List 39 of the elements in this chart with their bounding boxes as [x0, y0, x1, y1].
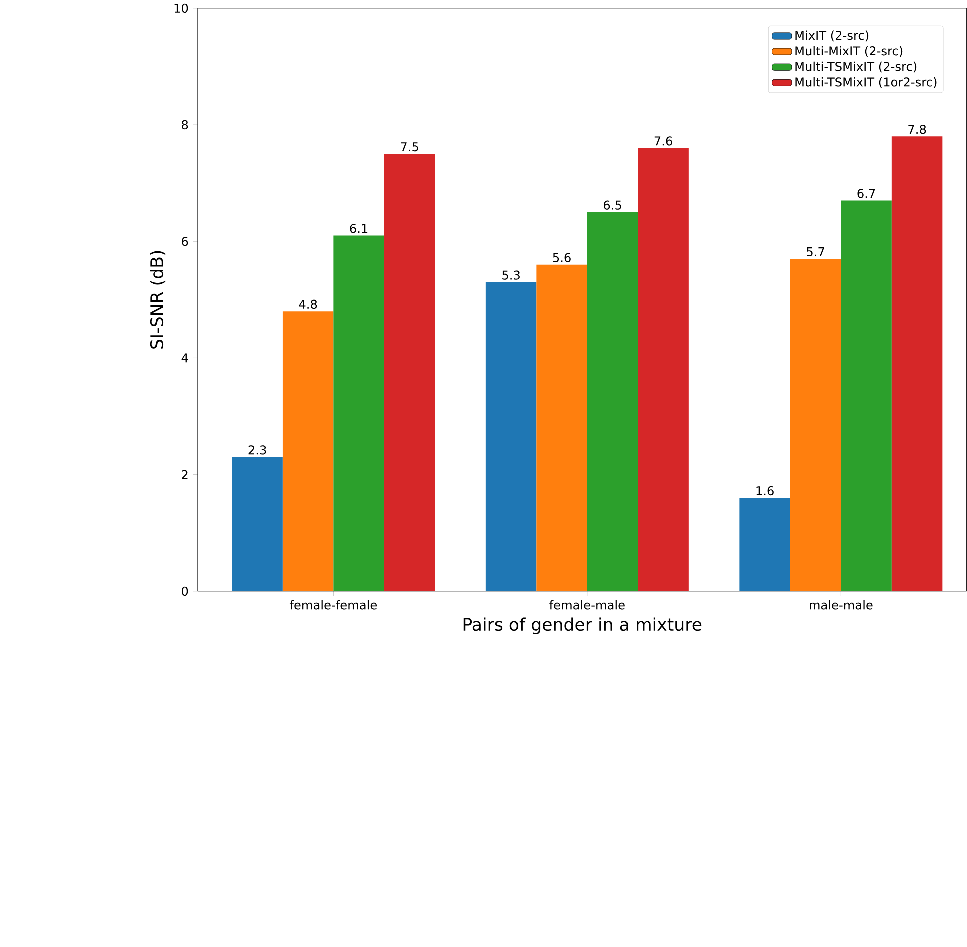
y-tick-label: 4 — [182, 354, 188, 363]
data-label: 7.5 — [401, 142, 418, 152]
data-label: 2.3 — [248, 446, 266, 455]
bar — [841, 200, 892, 592]
bar — [282, 312, 334, 592]
data-label: 5.3 — [502, 270, 520, 280]
data-label: 6.1 — [350, 224, 368, 234]
data-label: 6.7 — [858, 189, 876, 198]
bar — [384, 154, 436, 592]
bar — [790, 259, 842, 592]
data-label: 5.7 — [807, 248, 824, 257]
x-tick-label: female-female — [290, 600, 378, 610]
x-axis-title: Pairs of gender in a mixture — [464, 618, 702, 634]
data-label: 1.6 — [756, 486, 774, 496]
data-label: 4.8 — [299, 300, 318, 310]
y-tick-label: 0 — [182, 586, 188, 596]
bar — [740, 498, 790, 592]
legend-label: Multi-MixIT (2-src) — [796, 46, 903, 58]
x-tick-label: male-male — [810, 600, 873, 610]
y-tick-label: 10 — [174, 4, 188, 13]
data-label: 7.6 — [654, 136, 672, 146]
bar — [334, 236, 384, 592]
bar — [587, 212, 638, 592]
bar — [486, 282, 537, 592]
data-label: 7.8 — [908, 124, 926, 134]
legend-label: Multi-TSMixIT (1or2-src) — [796, 77, 937, 88]
data-label: 5.6 — [553, 253, 571, 262]
bar — [536, 264, 588, 592]
legend-label: MixIT (2-src) — [796, 30, 869, 42]
bar — [232, 457, 283, 592]
bar — [638, 148, 689, 592]
legend-label: Multi-TSMixIT (2-src) — [796, 62, 917, 73]
y-tick-label: 8 — [182, 120, 188, 130]
y-tick-label: 6 — [182, 237, 188, 246]
y-tick-label: 2 — [182, 470, 188, 480]
bar — [892, 136, 943, 592]
x-tick-label: female-male — [550, 600, 625, 610]
y-axis-title: SI-SNR (dB) — [150, 251, 166, 349]
data-label: 6.5 — [604, 200, 622, 210]
